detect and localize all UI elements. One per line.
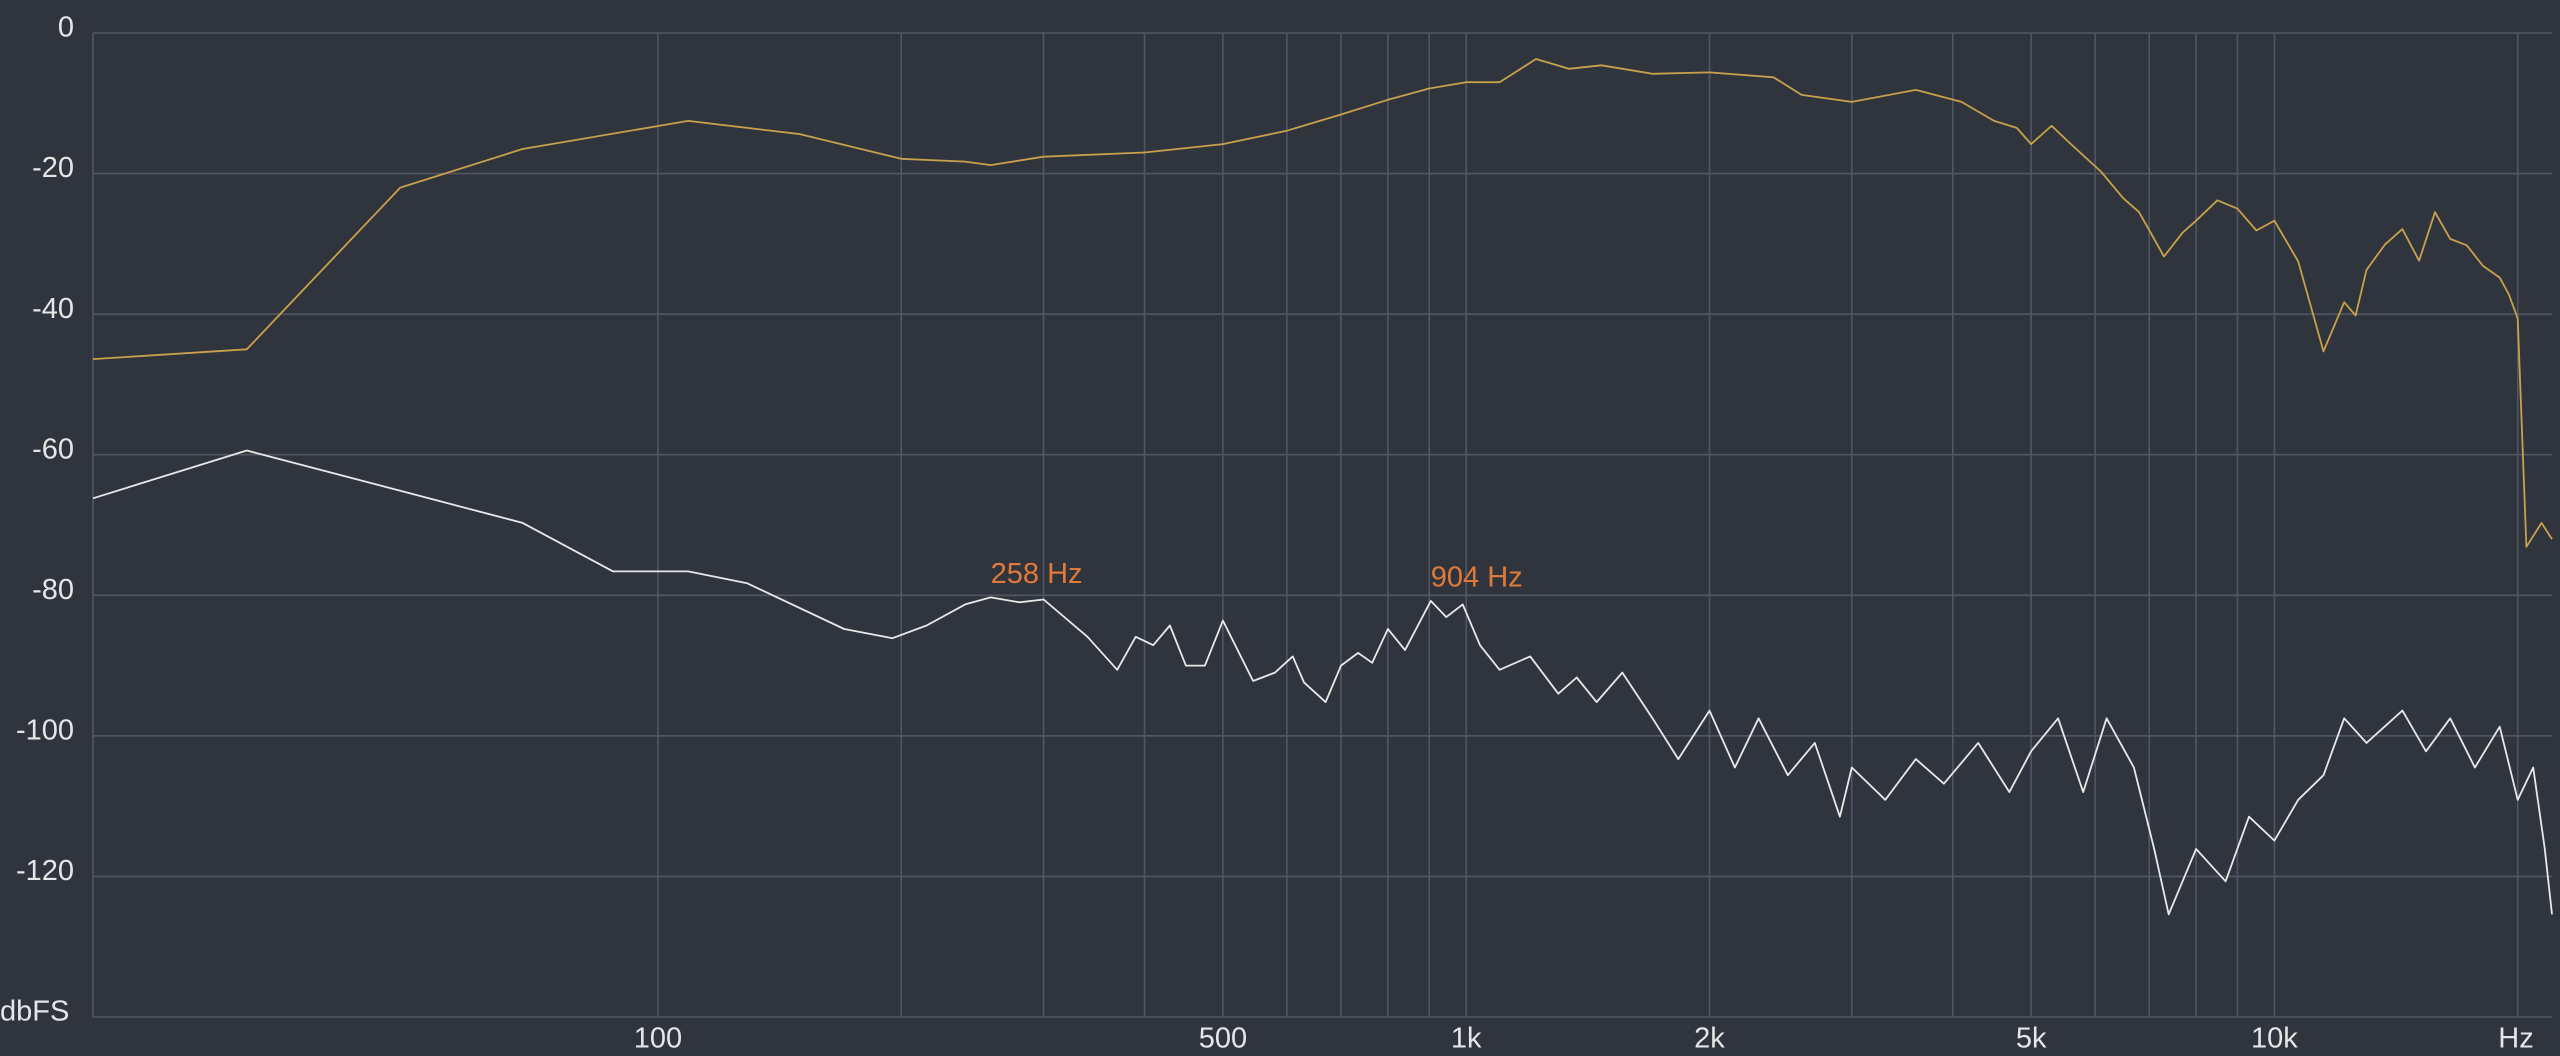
x-tick-label: 100	[634, 1023, 682, 1055]
x-tick-label: 500	[1199, 1023, 1247, 1055]
y-tick-label: -120	[16, 855, 74, 887]
x-axis-label: Hz	[2498, 1023, 2533, 1055]
y-tick-label: -40	[32, 293, 74, 325]
peak-annotation: 258 Hz	[991, 558, 1083, 590]
y-tick-label: -20	[32, 152, 74, 184]
peak-annotation: 904 Hz	[1431, 562, 1523, 594]
spectrum-line	[92, 449, 2553, 916]
x-tick-label: 1k	[1451, 1023, 1482, 1055]
y-axis-label: dbFS	[0, 996, 69, 1028]
y-tick-label: 0	[58, 12, 74, 44]
spectrum-line	[92, 58, 2553, 548]
y-tick-label: -100	[16, 715, 74, 747]
x-tick-label: 10k	[2251, 1023, 2298, 1055]
x-tick-label: 5k	[2016, 1023, 2047, 1055]
y-tick-label: -60	[32, 433, 74, 465]
y-tick-label: -80	[32, 574, 74, 606]
x-tick-label: 2k	[1694, 1023, 1725, 1055]
